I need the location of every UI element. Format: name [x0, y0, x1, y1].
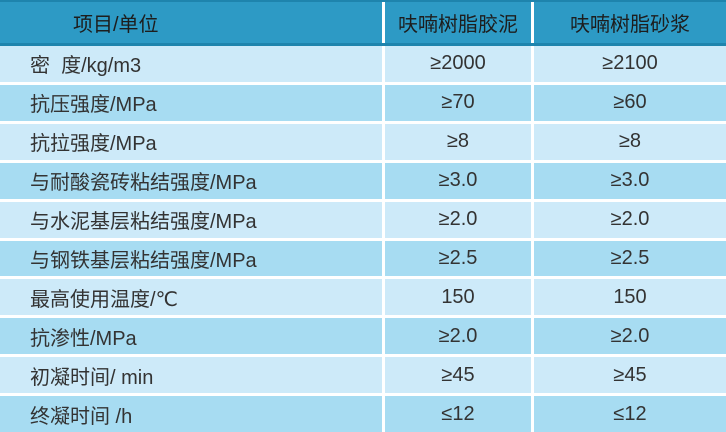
- table-row-bond-strength-cement-base: 与水泥基层粘结强度/MPa ≥2.0 ≥2.0: [0, 198, 726, 238]
- cell-item: 与耐酸瓷砖粘结强度/MPa: [0, 162, 385, 199]
- cell-value: ≥2.0: [385, 318, 534, 355]
- cell-value: ≥3.0: [385, 162, 534, 199]
- table-row-tensile-strength: 抗拉强度/MPa ≥8 ≥8: [0, 120, 726, 160]
- cell-value: ≥45: [385, 357, 534, 394]
- cell-value: ≥2.5: [610, 246, 650, 269]
- table-row-final-setting-time: 终凝时间 /h ≤12 ≤12: [0, 393, 726, 432]
- table-row-bond-strength-acid-tile: 与耐酸瓷砖粘结强度/MPa ≥3.0 ≥3.0: [0, 159, 726, 199]
- header-cell-resin-cement: 呋喃树脂胶泥: [385, 2, 534, 43]
- table-row-bond-strength-steel-base: 与钢铁基层粘结强度/MPa ≥2.5 ≥2.5: [0, 237, 726, 277]
- cell-value: 150: [385, 279, 534, 316]
- cell-value: ≥2.0: [610, 208, 650, 231]
- cell-value: ≥2100: [602, 52, 658, 75]
- cell-value: ≤12: [385, 396, 534, 432]
- cell-item: 密 度/kg/m3: [0, 46, 385, 82]
- cell-value: ≥2.0: [385, 201, 534, 238]
- table-row-density: 密 度/kg/m3 ≥2000 ≥2100: [0, 46, 726, 82]
- table-header-row: 项目/单位 呋喃树脂胶泥 呋喃树脂砂浆: [0, 0, 726, 46]
- cell-item: 与水泥基层粘结强度/MPa: [0, 201, 385, 238]
- cell-value: ≥2.5: [385, 240, 534, 277]
- cell-value: ≥45: [613, 363, 647, 386]
- table-row-compressive-strength: 抗压强度/MPa ≥70 ≥60: [0, 81, 726, 121]
- cell-item: 终凝时间 /h: [0, 396, 385, 432]
- cell-item: 抗拉强度/MPa: [0, 123, 385, 160]
- cell-item: 最高使用温度/℃: [0, 279, 385, 316]
- cell-value: ≥8: [385, 123, 534, 160]
- cell-item: 抗压强度/MPa: [0, 84, 385, 121]
- cell-value: ≥2.0: [610, 324, 650, 347]
- cell-value: ≥70: [385, 84, 534, 121]
- cell-value: ≤12: [613, 402, 647, 425]
- cell-value: ≥60: [613, 91, 647, 114]
- table-row-initial-setting-time: 初凝时间/ min ≥45 ≥45: [0, 354, 726, 394]
- cell-value: ≥2000: [385, 46, 534, 82]
- cell-value: 150: [613, 285, 647, 308]
- header-cell-resin-mortar: 呋喃树脂砂浆: [570, 14, 690, 36]
- cell-value: ≥3.0: [610, 169, 650, 192]
- cell-item: 抗渗性/MPa: [0, 318, 385, 355]
- table-row-max-service-temperature: 最高使用温度/℃ 150 150: [0, 276, 726, 316]
- cell-item: 与钢铁基层粘结强度/MPa: [0, 240, 385, 277]
- cell-value: ≥8: [618, 130, 642, 153]
- header-cell-item-unit: 项目/单位: [0, 2, 385, 43]
- cell-item: 初凝时间/ min: [0, 357, 385, 394]
- table-row-impermeability: 抗渗性/MPa ≥2.0 ≥2.0: [0, 315, 726, 355]
